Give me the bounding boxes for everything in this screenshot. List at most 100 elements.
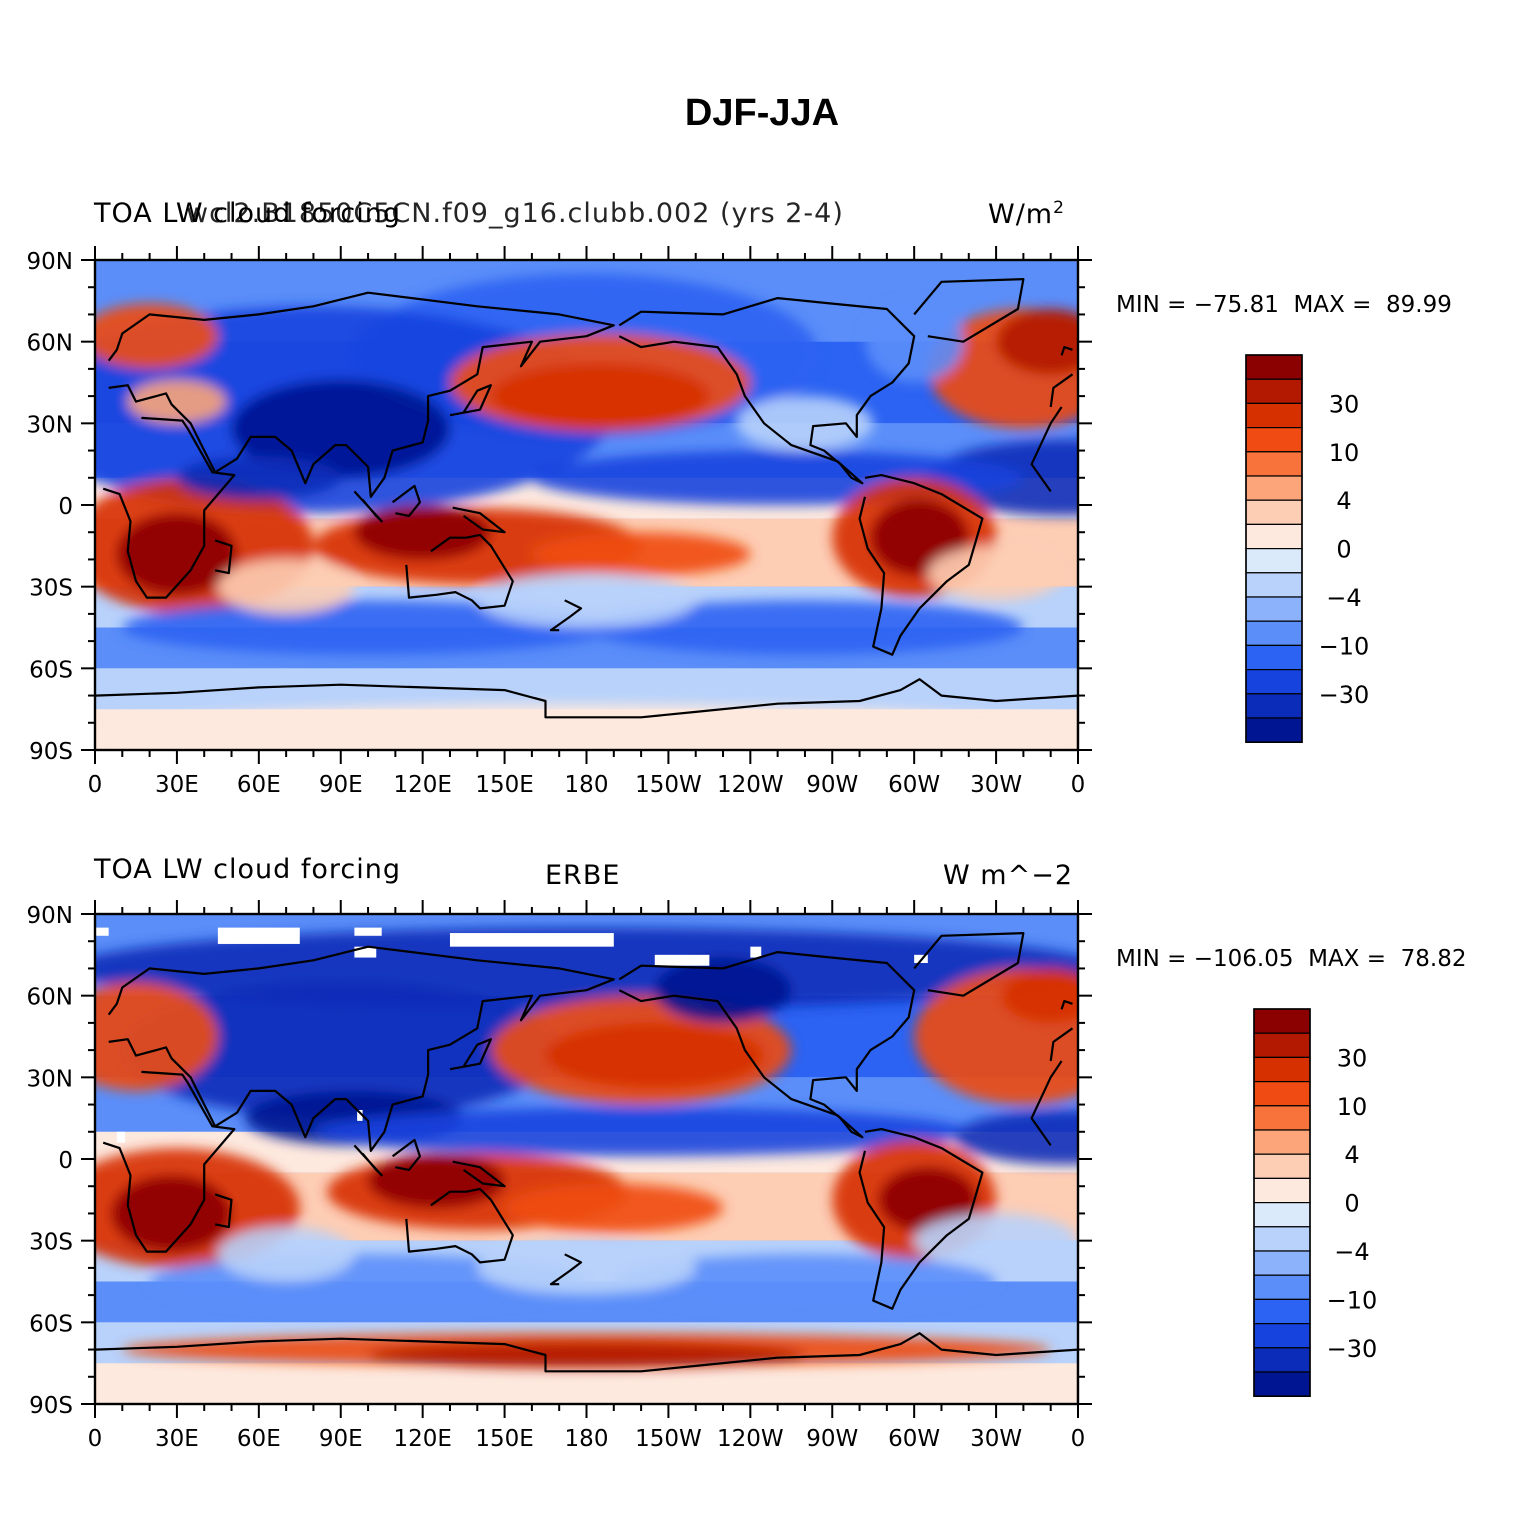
panel1-min-max: MIN = −75.81 MAX = 89.99 <box>1116 292 1452 318</box>
map1-anomaly <box>490 363 710 429</box>
map2-coast-uk <box>1060 999 1073 1010</box>
map2-missing-data <box>750 946 762 958</box>
map2-lon-label: 90W <box>806 1426 858 1452</box>
map1-coastlines <box>95 277 1078 750</box>
colorbar1-swatch <box>1245 572 1303 598</box>
map2-anomaly <box>504 1183 724 1233</box>
colorbar1-swatch <box>1245 451 1303 477</box>
map1-lon-label: 0 <box>1071 772 1086 798</box>
panel2-center-title: ERBE <box>545 860 621 891</box>
map1-lon-label: 150E <box>475 772 533 798</box>
panel1-center-title: wcl2.B1850C5CN.f09_g16.clubb.002 (yrs 2-… <box>186 198 844 229</box>
colorbar2-label: 10 <box>1337 1093 1368 1121</box>
map2-lat-band <box>95 1363 1078 1404</box>
colorbar1-label: 0 <box>1336 536 1351 564</box>
map2-anomaly <box>613 1254 997 1309</box>
map2-lon-label: 120E <box>393 1426 451 1452</box>
map1-coast-sumatra <box>353 490 383 523</box>
map2-coast-newguinea <box>452 1160 506 1188</box>
map2-lon-label: 120W <box>717 1426 784 1452</box>
map2-coast-greenland <box>913 931 1025 997</box>
map1-coast-namerica <box>618 296 916 485</box>
map1-lon-label: 150W <box>635 772 702 798</box>
colorbar2-swatch <box>1253 1032 1311 1059</box>
map2-lon-label: 150W <box>635 1426 702 1452</box>
map2-anomaly <box>477 1240 696 1296</box>
colorbar2-swatch <box>1253 1250 1311 1276</box>
panel2-units: W m^−2 <box>943 860 1074 891</box>
colorbar1-label: −30 <box>1319 681 1370 709</box>
map1-anomaly <box>127 379 227 424</box>
colorbar1-swatch <box>1245 378 1303 405</box>
panel1-left-title: TOA LW cloud forcing <box>94 198 401 229</box>
map1-coast-eurasia <box>1049 373 1074 408</box>
map1-coast-antarctica <box>95 678 1078 750</box>
map2-coast-newzealand <box>549 1253 583 1286</box>
colorbar1-swatch <box>1245 669 1303 695</box>
map2-lon-label: 0 <box>1071 1426 1086 1452</box>
map2-anomaly <box>122 982 560 1119</box>
map2-anomaly <box>111 1175 232 1252</box>
map1-lat-label: 60S <box>29 657 73 683</box>
map1-coast-madagascar <box>214 539 233 575</box>
map2-lat-label: 30N <box>27 1066 73 1092</box>
map2-anomaly <box>654 957 792 1023</box>
map1-anomaly <box>996 309 1078 375</box>
map2-lon-label: 60E <box>237 1426 281 1452</box>
panel1-units: W/m2 <box>988 198 1065 230</box>
map1-anomaly <box>231 379 450 478</box>
panel1-units-exponent: 2 <box>1053 198 1065 218</box>
map1-coast-eurasia <box>107 291 615 498</box>
map2-anomaly <box>1001 968 1078 1023</box>
map1-coast-newzealand <box>549 599 583 632</box>
map2-lat-label: 0 <box>58 1148 73 1174</box>
map2-missing-data <box>116 1131 126 1143</box>
panel1-colorbar: 30 10 4 0 −4 −10 −30 <box>1245 354 1370 744</box>
map2-missing-data <box>217 927 300 944</box>
map1-lat-label: 90S <box>29 739 73 765</box>
map2-coast-eurasia <box>1049 1027 1074 1062</box>
map1-anomaly <box>95 303 218 369</box>
colorbar2-swatch <box>1253 1080 1311 1107</box>
map2-anomaly <box>368 1341 805 1369</box>
map2-anomaly <box>955 1110 1078 1165</box>
map1-lat-label: 0 <box>58 494 73 520</box>
map2-lat-label: 30S <box>29 1230 73 1256</box>
colorbar1-label: −10 <box>1319 632 1370 660</box>
colorbar2-label: 30 <box>1337 1044 1368 1072</box>
map2-missing-data <box>449 933 614 947</box>
colorbar2-label: −10 <box>1327 1286 1378 1314</box>
map1-anomaly <box>477 573 696 628</box>
colorbar1-swatch <box>1245 475 1303 501</box>
colorbar1-swatch <box>1245 548 1303 574</box>
map2-missing-data <box>95 927 109 936</box>
map1-lon-label: 90E <box>319 772 363 798</box>
map2-ticks <box>81 900 1092 1418</box>
map2-coast-africa <box>1030 1060 1063 1147</box>
map2-lat-label: 90S <box>29 1393 73 1419</box>
map2-missing-data <box>654 954 710 966</box>
map2-lon-label: 0 <box>88 1426 103 1452</box>
colorbar1-swatch <box>1245 499 1303 525</box>
map2-lon-label: 30W <box>970 1426 1022 1452</box>
map1-coast-japan <box>449 384 492 417</box>
colorbar2-label: 0 <box>1344 1190 1359 1218</box>
map2-lon-label: 180 <box>565 1426 609 1452</box>
map2-lat-label: 60S <box>29 1311 73 1337</box>
colorbar2-swatch <box>1253 1056 1311 1083</box>
map1-lat-label: 30S <box>29 576 73 602</box>
colorbar1-label: 4 <box>1336 487 1351 515</box>
map2-anomaly <box>217 1227 355 1282</box>
map2-lat-label: 60N <box>27 985 73 1011</box>
map1-anomaly <box>354 505 491 560</box>
map1-lon-label: 60W <box>888 772 940 798</box>
map2-coast-australia <box>405 1187 514 1264</box>
colorbar1-swatch <box>1245 523 1303 550</box>
map1-lat-label: 90N <box>27 249 73 275</box>
map2-anomaly <box>545 1022 764 1089</box>
map2-missing-data <box>357 1110 363 1121</box>
colorbar2-swatch <box>1253 1371 1311 1397</box>
panel1-units-base: W/m <box>988 199 1054 230</box>
map2-field <box>95 914 1078 1404</box>
figure-title: DJF-JJA <box>684 92 840 134</box>
